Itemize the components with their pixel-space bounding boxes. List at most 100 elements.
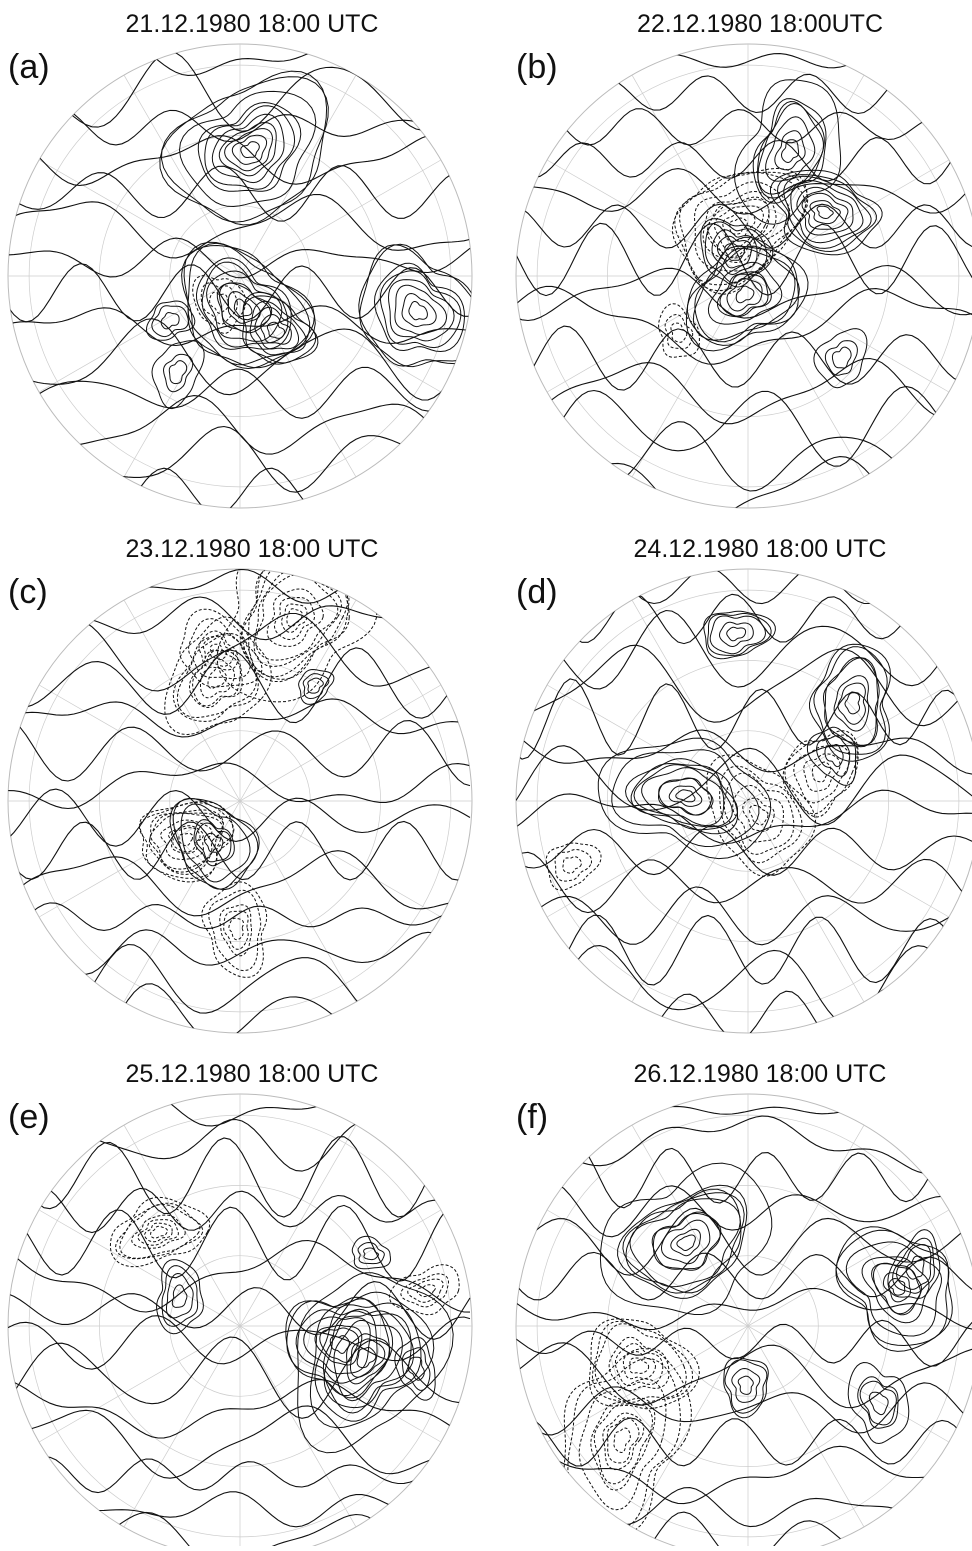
contour-line xyxy=(169,361,186,384)
panel-label: (f) xyxy=(516,1098,548,1136)
contour-line xyxy=(626,1189,741,1293)
contour-line xyxy=(676,790,695,802)
contour-line xyxy=(671,1229,701,1255)
contour-line xyxy=(152,306,189,337)
contour-line xyxy=(8,567,470,603)
contour-line xyxy=(516,53,972,68)
contour-line xyxy=(8,427,470,493)
contour-line xyxy=(516,988,972,1045)
contour-line xyxy=(612,750,759,847)
contour-line xyxy=(516,567,972,604)
panel-title: 24.12.1980 18:00 UTC xyxy=(634,535,887,563)
dashed-contour xyxy=(607,1418,639,1463)
dashed-contour xyxy=(794,745,850,803)
contour-line xyxy=(516,286,972,364)
contour-line xyxy=(8,396,470,458)
dashed-contour xyxy=(564,1349,692,1535)
contour-line xyxy=(846,1242,941,1336)
contour-line xyxy=(516,645,972,726)
dashed-contour xyxy=(389,1265,459,1315)
contour-line xyxy=(8,319,470,400)
contour-line xyxy=(516,790,972,843)
dashed-contour xyxy=(671,323,687,342)
contour-line xyxy=(212,114,284,182)
contour-line xyxy=(8,1406,470,1478)
contour-line xyxy=(8,1137,470,1217)
contour-line xyxy=(8,945,470,1021)
contour-line xyxy=(516,74,972,113)
contour-line xyxy=(241,142,259,158)
contour-line xyxy=(516,134,972,183)
contour-line xyxy=(775,131,805,170)
contour-line xyxy=(710,616,765,654)
contour-line xyxy=(631,764,737,830)
contour-line xyxy=(8,1120,470,1172)
dashed-contour xyxy=(202,882,267,978)
dashed-contour xyxy=(603,1413,644,1470)
contour-line xyxy=(8,903,470,931)
contour-line xyxy=(693,246,799,340)
contour-field xyxy=(516,567,972,1045)
panel-title: 26.12.1980 18:00 UTC xyxy=(634,1060,887,1088)
contour-line xyxy=(516,169,972,215)
dashed-contour xyxy=(595,1324,686,1403)
contour-line xyxy=(516,1512,972,1546)
dashed-contour xyxy=(659,304,700,358)
contour-line xyxy=(198,103,300,192)
contour-line xyxy=(8,1512,470,1546)
contour-line xyxy=(8,1092,470,1130)
dashed-contour xyxy=(254,570,341,666)
contour-line xyxy=(817,206,833,218)
dashed-contour xyxy=(614,1428,630,1453)
dashed-contour xyxy=(229,918,244,940)
contour-line xyxy=(516,1116,972,1174)
panel-label: (d) xyxy=(516,573,558,611)
panel-title: 23.12.1980 18:00 UTC xyxy=(126,535,379,563)
contour-line xyxy=(516,1488,972,1527)
contour-line xyxy=(8,195,470,258)
contour-line xyxy=(814,329,867,388)
contour-line xyxy=(164,354,193,391)
contour-field xyxy=(8,537,472,1052)
contour-line xyxy=(161,313,179,329)
panel-label: (e) xyxy=(8,1098,50,1136)
dashed-contour xyxy=(120,1205,200,1259)
dashed-contour xyxy=(249,563,348,677)
contour-line xyxy=(188,243,310,364)
contour-line xyxy=(848,1363,909,1444)
contour-line xyxy=(516,730,972,774)
contour-line xyxy=(409,302,428,320)
contour-line xyxy=(516,946,972,1025)
contour-line xyxy=(8,718,470,786)
contour-line xyxy=(8,166,470,221)
page: {"panels": [ {"label": "(a)", "title": "… xyxy=(0,0,972,1546)
dashed-contour xyxy=(151,1226,168,1238)
contour-line xyxy=(196,823,231,862)
panel-label: (a) xyxy=(8,48,50,86)
dashed-contour xyxy=(813,762,831,782)
contour-field xyxy=(516,44,972,525)
dashed-contour xyxy=(563,857,582,873)
contour-line xyxy=(659,778,712,815)
contour-line xyxy=(8,1492,470,1527)
contour-line xyxy=(8,851,470,916)
contour-line xyxy=(160,71,327,225)
contour-line xyxy=(738,1376,753,1394)
contour-line xyxy=(727,627,746,641)
contour-line xyxy=(516,915,972,985)
contour-line xyxy=(8,1187,470,1232)
map-border xyxy=(516,1094,972,1546)
contour-line xyxy=(677,1235,695,1251)
contour-line xyxy=(205,106,295,190)
contour-line xyxy=(623,1193,744,1293)
contour-line xyxy=(869,1392,888,1414)
figure: 21.12.1980 18:00 UTC(a)22.12.1980 18:00U… xyxy=(0,0,972,1546)
contour-line xyxy=(669,786,702,806)
contour-line xyxy=(516,204,972,248)
contour-line xyxy=(598,738,770,859)
contour-line xyxy=(516,611,972,689)
contour-line xyxy=(8,1241,470,1313)
contour-line xyxy=(516,457,972,526)
contour-line xyxy=(732,1369,760,1403)
contour-line xyxy=(8,1282,470,1340)
